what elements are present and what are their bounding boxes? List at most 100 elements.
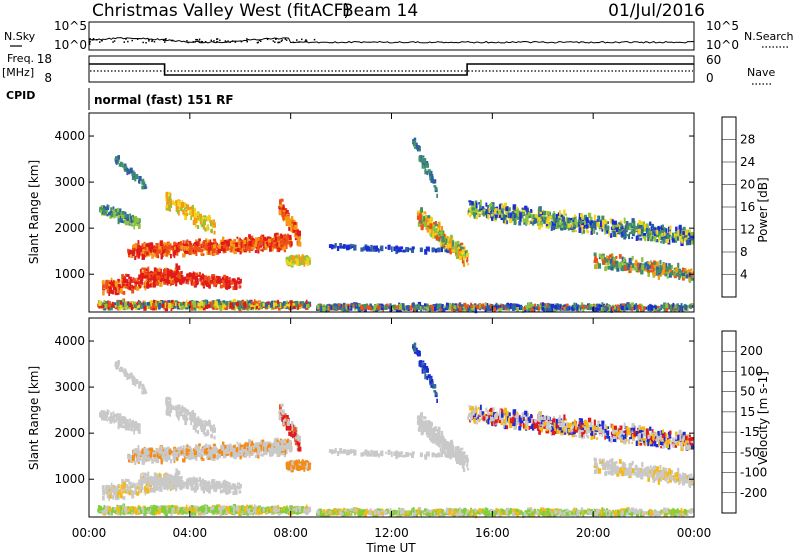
power-cell — [440, 243, 442, 247]
noise-dot — [205, 41, 207, 43]
power-cell — [127, 274, 130, 277]
power-cell — [590, 222, 592, 225]
power-cell — [654, 265, 657, 268]
power-cell — [641, 257, 643, 262]
power-cell — [591, 226, 593, 231]
noise-dot — [127, 41, 129, 43]
noise-left-tick-bottom: 10^0 — [54, 38, 87, 52]
power-cell — [525, 215, 527, 217]
noise-left-tick-top: 10^5 — [54, 19, 87, 33]
power-cell — [422, 156, 424, 158]
noise-dot — [285, 38, 287, 40]
power-cell — [662, 269, 664, 273]
power-cell — [613, 257, 615, 261]
freq-right-tick-top: 60 — [706, 53, 721, 67]
power-cell — [516, 207, 518, 210]
power-cell — [115, 161, 117, 164]
power-cell — [581, 216, 583, 219]
power-cell — [467, 263, 469, 266]
power-cell — [559, 210, 561, 216]
power-cell — [512, 307, 515, 312]
power-cell — [417, 304, 420, 310]
power-cell — [674, 268, 676, 270]
power-cell — [103, 210, 106, 215]
power-cell — [642, 305, 644, 311]
power-cell — [234, 280, 237, 286]
power-cell — [141, 274, 143, 278]
power-cell — [597, 216, 599, 219]
power-cell — [223, 283, 226, 288]
power-cell — [616, 266, 619, 269]
power-cell — [196, 241, 199, 246]
power-cell — [288, 216, 290, 220]
power-cell — [596, 232, 598, 235]
power-cell — [121, 162, 124, 165]
noise-dot — [301, 39, 303, 41]
power-cell — [619, 223, 622, 225]
power-cell — [519, 213, 521, 219]
power-cell — [467, 308, 469, 312]
power-cell — [685, 231, 688, 235]
power-cell — [282, 248, 285, 251]
power-cell — [249, 247, 251, 253]
power-cell — [165, 245, 167, 249]
power-cell — [291, 241, 293, 246]
power-cell — [280, 199, 283, 202]
power-cell — [399, 248, 402, 252]
power-cell — [635, 267, 637, 271]
power-cell — [636, 236, 638, 241]
cpid-text: normal (fast) 151 RF — [94, 93, 234, 107]
power-cell — [561, 225, 564, 227]
noise-dot — [163, 40, 165, 42]
power-cell — [388, 245, 391, 250]
power-cell — [627, 268, 630, 270]
power-cell — [124, 220, 126, 223]
power-cell — [421, 224, 424, 230]
power-cell — [137, 220, 140, 223]
power-cell — [108, 286, 111, 288]
power-cell — [141, 186, 144, 190]
power-cell — [121, 215, 124, 219]
power-cell — [146, 269, 148, 271]
power-cell — [513, 204, 516, 209]
power-cell — [218, 302, 221, 305]
power-cell — [438, 248, 441, 253]
power-cell — [656, 230, 658, 235]
power-cell — [491, 214, 493, 217]
noise-dot — [225, 41, 227, 43]
power-cell — [419, 156, 422, 162]
power-cell — [417, 215, 420, 220]
power-cell — [161, 254, 163, 260]
noise-dot — [89, 38, 91, 40]
power-cell — [562, 217, 565, 222]
power-cell — [185, 210, 187, 212]
power-cell — [685, 275, 688, 279]
power-cell — [392, 308, 394, 310]
power-cell — [615, 225, 618, 228]
power-cell — [549, 222, 552, 226]
power-cell — [204, 240, 207, 242]
power-cell — [210, 222, 213, 226]
power-cell — [432, 233, 434, 239]
power-cell — [614, 221, 617, 225]
power-cell — [468, 200, 471, 202]
power-cell — [623, 230, 625, 235]
power-cell — [648, 262, 650, 264]
power-cell — [433, 222, 436, 225]
power-cell — [220, 305, 222, 311]
power-cell — [445, 243, 447, 245]
power-cell — [631, 237, 633, 239]
power-cell — [417, 145, 420, 150]
power-cell — [306, 304, 309, 308]
power-cell — [682, 273, 685, 276]
power-cell — [609, 231, 611, 237]
power-cell — [192, 282, 195, 285]
power-cell — [579, 220, 582, 224]
power-cell — [612, 224, 615, 229]
power-cell — [445, 238, 447, 243]
power-cell — [337, 246, 339, 251]
power-cell — [432, 226, 435, 231]
power-cell — [469, 207, 471, 211]
freq-label: Freq. — [7, 52, 34, 65]
power-cell — [342, 246, 345, 249]
